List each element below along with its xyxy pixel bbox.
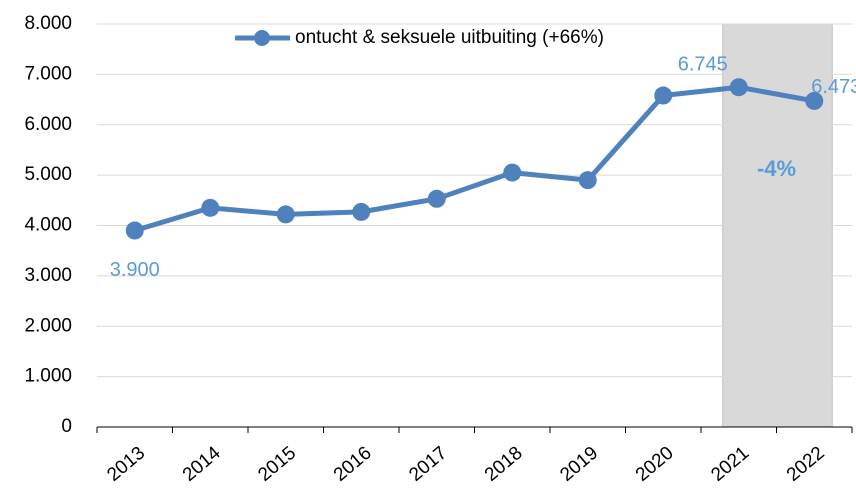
- x-tick-label: 2019: [556, 443, 602, 486]
- data-point: [125, 221, 144, 240]
- x-tick-label: 2016: [330, 443, 376, 486]
- legend-label: ontucht & seksuele uitbuiting (+66%): [295, 27, 604, 48]
- y-tick-label: 2.000: [24, 315, 72, 336]
- y-tick-label: 5.000: [24, 164, 72, 185]
- y-tick-label: 1.000: [24, 366, 72, 387]
- data-label: 6.745: [678, 54, 728, 76]
- x-tick-label: 2020: [632, 443, 678, 486]
- x-tick-label: 2015: [254, 443, 300, 486]
- data-point: [201, 198, 220, 217]
- data-point: [352, 202, 371, 221]
- y-tick-label: 3.000: [24, 265, 72, 286]
- y-tick-label: 4.000: [24, 215, 72, 236]
- y-tick-label: 7.000: [24, 63, 72, 84]
- data-point: [654, 86, 673, 105]
- x-tick-label: 2017: [405, 443, 451, 486]
- x-tick-label: 2021: [707, 443, 753, 486]
- y-tick-label: 6.000: [24, 114, 72, 135]
- data-point: [805, 91, 824, 110]
- y-tick-label: 0: [61, 416, 72, 437]
- x-tick-label: 2014: [179, 442, 225, 486]
- y-tick-label: 8.000: [24, 13, 72, 34]
- data-point: [578, 171, 597, 190]
- x-tick-label: 2013: [103, 443, 149, 486]
- data-label: 3.900: [110, 259, 160, 281]
- annotation: -4%: [757, 156, 796, 181]
- legend-marker: [254, 30, 270, 46]
- data-point: [427, 189, 446, 208]
- data-line: [134, 84, 815, 233]
- data-point: [729, 78, 748, 97]
- data-label: 6.473: [811, 76, 856, 98]
- x-tick-label: 2018: [481, 443, 527, 486]
- x-tick-label: 2022: [783, 443, 829, 486]
- data-point: [503, 163, 522, 182]
- data-point: [276, 205, 295, 224]
